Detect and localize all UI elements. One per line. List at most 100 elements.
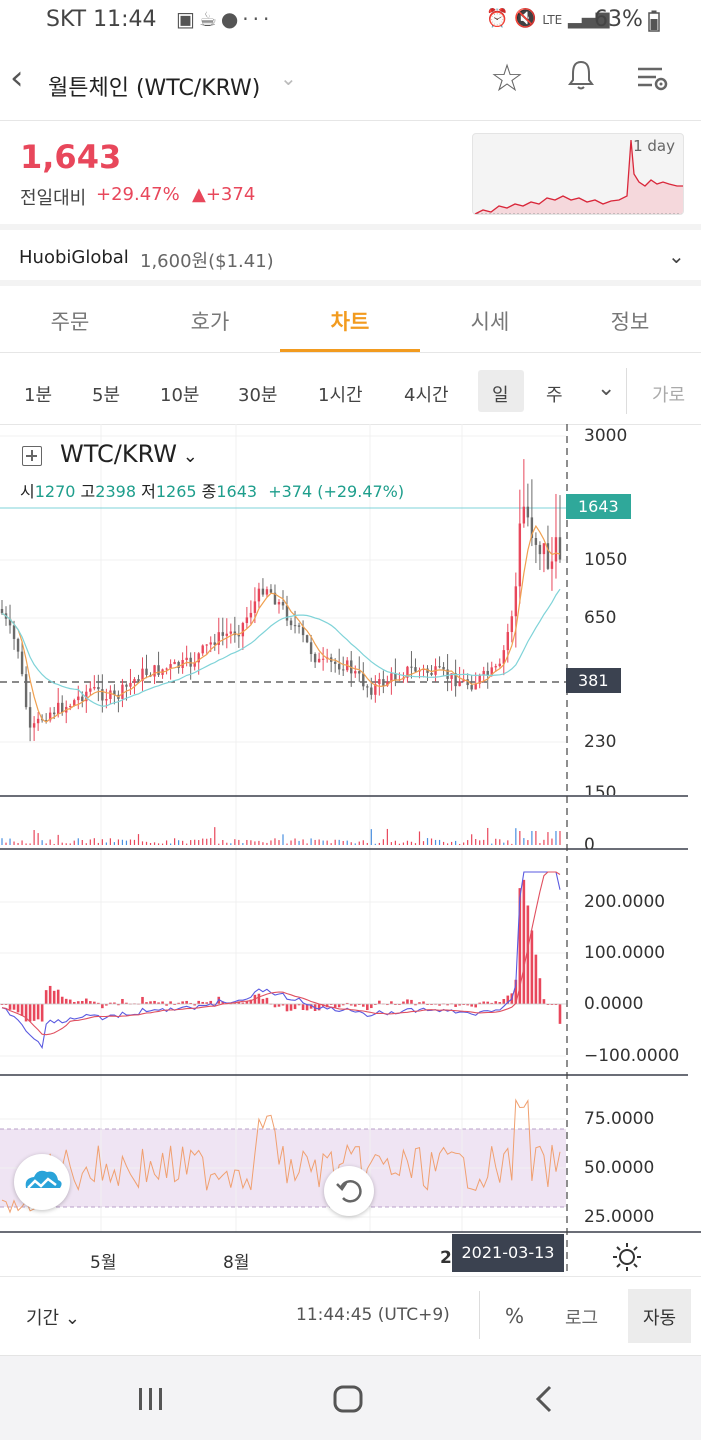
chart-settings-icon[interactable] xyxy=(636,64,670,94)
volume-bar xyxy=(29,843,31,845)
macd-histogram-bar xyxy=(398,1004,401,1005)
candle-body xyxy=(454,673,457,687)
macd-histogram-bar xyxy=(161,1001,164,1004)
volume-bar xyxy=(41,840,43,845)
back-icon[interactable]: ‹ xyxy=(10,58,24,98)
macd-histogram-bar xyxy=(36,1004,40,1020)
volume-bar xyxy=(49,839,51,845)
macd-histogram-bar xyxy=(20,1004,24,1017)
timeframe-1d[interactable]: 일 xyxy=(492,385,509,406)
volume-bar xyxy=(402,842,405,845)
chart-footer: 기간 ⌄ 11:44:45 (UTC+9) % 로그 자동 xyxy=(0,1276,701,1354)
macd-histogram-bar xyxy=(189,1002,192,1004)
volume-bar xyxy=(222,840,224,845)
system-icons: ⏰ 🔇 LTE ▂▄▆ xyxy=(486,8,610,29)
candle-body xyxy=(309,642,313,655)
chart-symbol[interactable]: WTC/KRW ⌄ xyxy=(60,440,198,468)
macd-histogram-bar xyxy=(89,1001,92,1004)
volume-bar xyxy=(141,841,144,845)
candle-body xyxy=(77,696,80,701)
timeframe-1w[interactable]: 주 xyxy=(546,385,563,406)
volume-bar xyxy=(278,840,280,845)
volume-bar xyxy=(318,839,320,845)
volume-bar xyxy=(182,840,184,845)
tab-orderbook[interactable]: 호가 xyxy=(190,310,230,334)
volume-bar xyxy=(495,838,497,845)
timeframe-10m[interactable]: 10분 xyxy=(160,385,200,406)
volume-bar xyxy=(551,838,553,845)
low-value: 1265 xyxy=(155,482,197,501)
sun-icon[interactable] xyxy=(612,1242,642,1272)
volume-bar xyxy=(338,839,340,845)
auto-scale-button[interactable]: 자동 xyxy=(628,1289,691,1343)
star-icon[interactable]: ☆ xyxy=(490,56,525,100)
back-nav-icon[interactable] xyxy=(532,1384,556,1414)
volume-bar xyxy=(238,839,240,845)
macd-histogram-bar xyxy=(0,1004,4,1005)
divider xyxy=(0,352,701,353)
exchange-selector[interactable]: HuobiGlobal 1,600원($1.41) ⌄ xyxy=(0,232,701,280)
macd-histogram-bar xyxy=(378,1000,381,1004)
period-label: 기간 xyxy=(26,1308,60,1329)
chevron-down-icon[interactable]: ⌄ xyxy=(280,66,297,90)
tab-info[interactable]: 정보 xyxy=(610,310,650,334)
candle-body xyxy=(269,589,273,593)
candle-body xyxy=(446,669,449,679)
macd-histogram-bar xyxy=(121,998,124,1004)
volume-bar xyxy=(290,840,292,845)
volume-bar xyxy=(298,840,300,845)
period-selector[interactable]: 기간 ⌄ xyxy=(26,1304,80,1330)
mini-chart[interactable]: 1 day xyxy=(472,133,684,215)
percent-scale-button[interactable]: % xyxy=(505,1304,525,1328)
tab-chart[interactable]: 차트 xyxy=(330,310,370,334)
add-indicator-icon[interactable] xyxy=(22,446,42,466)
price-chart[interactable]: WTC/KRW ⌄ 시1270 고2398 저1265 종1643 +374 (… xyxy=(0,424,701,1276)
mini-chart-line xyxy=(473,139,683,214)
volume-bar xyxy=(250,840,252,845)
candle-body xyxy=(313,654,317,663)
tab-trades[interactable]: 시세 xyxy=(470,310,510,334)
volume-bar xyxy=(451,841,453,845)
volume-bar xyxy=(394,840,396,845)
volume-bar xyxy=(101,839,103,845)
volume-bar xyxy=(310,838,312,845)
volume-bar xyxy=(366,842,368,845)
volume-bar xyxy=(1,838,3,845)
candle-body xyxy=(466,679,469,686)
tab-order[interactable]: 주문 xyxy=(50,310,90,334)
timeframe-1h[interactable]: 1시간 xyxy=(318,385,363,406)
macd-signal-line xyxy=(1,871,561,1036)
timeframe-4h[interactable]: 4시간 xyxy=(404,385,449,406)
volume-bar xyxy=(547,832,549,845)
volume-bar xyxy=(25,843,27,845)
system-nav-bar xyxy=(0,1355,701,1440)
timeframe-5m[interactable]: 5분 xyxy=(92,385,121,406)
app-header: ‹ 월튼체인 (WTC/KRW) ⌄ ☆ xyxy=(0,44,701,120)
chevron-down-icon: ⌄ xyxy=(668,244,685,268)
timeframe-1m[interactable]: 1분 xyxy=(24,385,53,406)
home-icon[interactable] xyxy=(332,1384,364,1414)
candle-body xyxy=(32,723,36,728)
macd-histogram-bar xyxy=(113,1002,116,1004)
landscape-toggle[interactable]: 가로 xyxy=(652,385,686,406)
page-title[interactable]: 월튼체인 (WTC/KRW) xyxy=(48,76,261,101)
refresh-icon xyxy=(336,1180,362,1203)
candle-body xyxy=(394,673,397,680)
bell-icon[interactable] xyxy=(566,58,596,92)
volume-bar xyxy=(13,841,15,845)
talk-icon: ● xyxy=(220,7,243,31)
macd-histogram-bar xyxy=(97,1002,100,1004)
macd-histogram-bar xyxy=(257,993,261,1004)
chevron-down-icon[interactable]: ⌄ xyxy=(597,376,616,401)
recent-apps-icon[interactable] xyxy=(136,1386,166,1412)
volume-bar xyxy=(214,827,216,845)
log-scale-button[interactable]: 로그 xyxy=(565,1308,599,1329)
timeframe-30m[interactable]: 30분 xyxy=(238,385,278,406)
macd-histogram-bar xyxy=(24,1004,28,1022)
reset-view-button[interactable] xyxy=(324,1166,374,1216)
volume-bar xyxy=(414,843,417,845)
macd-histogram-bar xyxy=(474,1004,477,1008)
drawing-tool-button[interactable] xyxy=(14,1154,70,1210)
macd-histogram-bar xyxy=(117,1004,120,1006)
volume-bar xyxy=(113,842,115,845)
